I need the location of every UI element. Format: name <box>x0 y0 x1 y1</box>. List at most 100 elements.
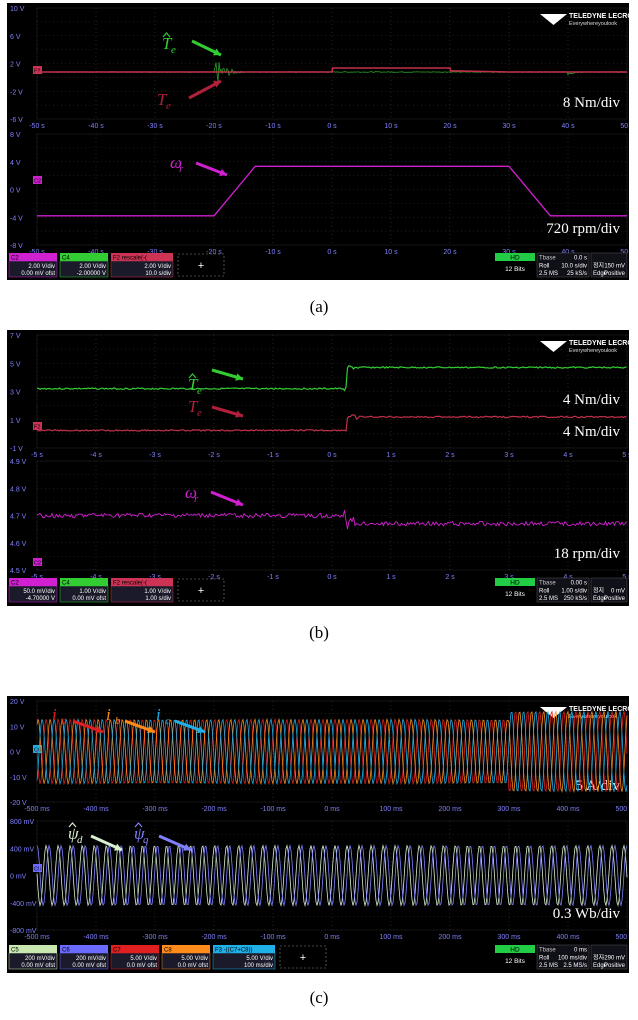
x-tick-label: -40 s <box>88 123 104 130</box>
channel-marker-label: C2 <box>34 561 41 567</box>
timebase-box <box>536 944 590 970</box>
x-tick-label: -10 s <box>265 123 281 130</box>
trigger-type: Edge <box>593 271 608 277</box>
series-te-line <box>37 67 627 73</box>
series-omega-r-line <box>36 510 627 530</box>
grid-border <box>36 460 628 571</box>
grid-border <box>36 133 628 246</box>
x-tick-label: 1 s <box>386 452 396 459</box>
series-ic-line <box>36 709 628 793</box>
signal-label-sub: e <box>197 385 202 397</box>
brand-name: TELEDYNE LECROY <box>569 340 629 347</box>
channel-body <box>8 952 58 970</box>
signal-label: ωr <box>185 483 199 505</box>
x-tick-label: 2 s <box>445 574 455 581</box>
channel-header <box>60 253 108 261</box>
channel-name: F2 rescale(-( <box>113 580 147 586</box>
channel-header <box>9 945 57 953</box>
channel-scale: 5.00 V/div <box>246 956 273 962</box>
channel-header <box>111 578 173 586</box>
channel-body <box>212 952 276 970</box>
x-tick-label: 0 ms <box>324 806 340 813</box>
timebase-box <box>536 577 590 603</box>
y-tick-label: 800 mV <box>10 819 34 826</box>
x-tick-label: -3 s <box>149 574 161 581</box>
signal-label-sub: b <box>115 715 121 727</box>
signal-label: ψd <box>68 822 83 846</box>
series-te-hat-line <box>36 364 627 392</box>
signal-label: ψq <box>134 822 149 846</box>
signal-label-sub: e <box>197 407 202 419</box>
pointer-arrow-head <box>183 843 191 851</box>
y-tick-label: 8 V <box>10 132 21 139</box>
signal-label-hat <box>134 822 143 828</box>
signal-label-sub: c <box>165 715 170 727</box>
channel-body <box>110 952 160 970</box>
x-tick-label: -30 s <box>147 123 163 130</box>
x-tick-label: 50 s <box>620 123 629 130</box>
y-tick-label: 3 V <box>10 390 21 397</box>
bits-label: 12 Bits <box>505 591 526 598</box>
channel-marker <box>33 176 42 184</box>
channel-header <box>60 578 108 586</box>
x-tick-label: 30 s <box>502 123 516 130</box>
channel-offset: 1.00 s/div <box>145 596 171 602</box>
channel-scale: 200 mV/div <box>25 956 55 962</box>
signal-label-base: T <box>188 375 199 394</box>
oscilloscope-a: 10 V 6 V 2 V -2 V -6 V -50 s -40 s -30 s -20 s -1… <box>7 3 629 280</box>
x-tick-label: 4 s <box>563 574 573 581</box>
channel-name: C8 <box>164 947 172 953</box>
signal-label-sub: q <box>143 834 149 846</box>
srate-label: 250 kS/s <box>564 596 587 602</box>
hd-label: HD <box>510 580 520 587</box>
x-tick-label: 50 s <box>620 249 629 256</box>
series-psi-q-line <box>36 844 628 907</box>
y-tick-label: 4.8 V <box>10 486 27 493</box>
add-channel-box <box>177 253 225 277</box>
oscilloscope-b: 7 V 5 V 3 V 1 V -1 V -5 s -4 s -3 s -2 s -1 s 0 s 1… <box>7 330 629 606</box>
trigger-level: -290 mV <box>602 956 625 962</box>
brand-name: TELEDYNE LECROY <box>569 13 629 20</box>
mode-label: Roll <box>539 956 549 962</box>
channel-header <box>111 945 159 953</box>
x-tick-label: -5 s <box>31 452 43 459</box>
x-tick-label: -50 s <box>29 123 45 130</box>
x-tick-label: 2 s <box>445 452 455 459</box>
channel-marker-label: C6 <box>34 748 41 754</box>
rate-label: 1.00 s/div <box>561 589 587 595</box>
y-tick-label: 10 V <box>10 6 25 13</box>
scale-label-2: 4 Nm/div <box>563 392 621 408</box>
signal-label-hat <box>162 32 171 38</box>
x-tick-label: -10 s <box>265 249 281 256</box>
pointer-arrow-head <box>197 725 205 734</box>
pointer-arrow-head <box>213 80 221 88</box>
channel-marker <box>33 745 42 753</box>
samples-label: 2.5 MS <box>539 271 558 277</box>
signal-label-base: ψ <box>68 824 79 843</box>
x-tick-label: 5 s <box>622 574 629 581</box>
channel-offset: 0.0 mV ofst <box>127 963 158 969</box>
x-tick-label: -100 ms <box>260 806 286 813</box>
y-tick-label: 0 V <box>10 188 21 195</box>
trigger-level: 0 mV <box>611 589 625 595</box>
channel-scale: 5.00 V/div <box>130 956 157 962</box>
x-tick-label: -2 s <box>208 452 220 459</box>
trigger-slope: Positive <box>604 596 626 602</box>
x-tick-label: -30 s <box>147 249 163 256</box>
y-tick-label: 0 V <box>10 750 21 757</box>
tbase-value: 0.00 s <box>571 581 587 587</box>
channel-offset: 0.00 mV ofst <box>72 963 106 969</box>
channel-scale: 1.00 V/div <box>144 589 171 595</box>
srate-label: 2.5 MS/s <box>563 963 587 969</box>
scale-label: 0.3 Wb/div <box>553 906 621 922</box>
y-tick-label: 5 V <box>10 361 21 368</box>
signal-label-sub: r <box>179 163 184 175</box>
trigger-level: 150 mV <box>604 264 625 270</box>
